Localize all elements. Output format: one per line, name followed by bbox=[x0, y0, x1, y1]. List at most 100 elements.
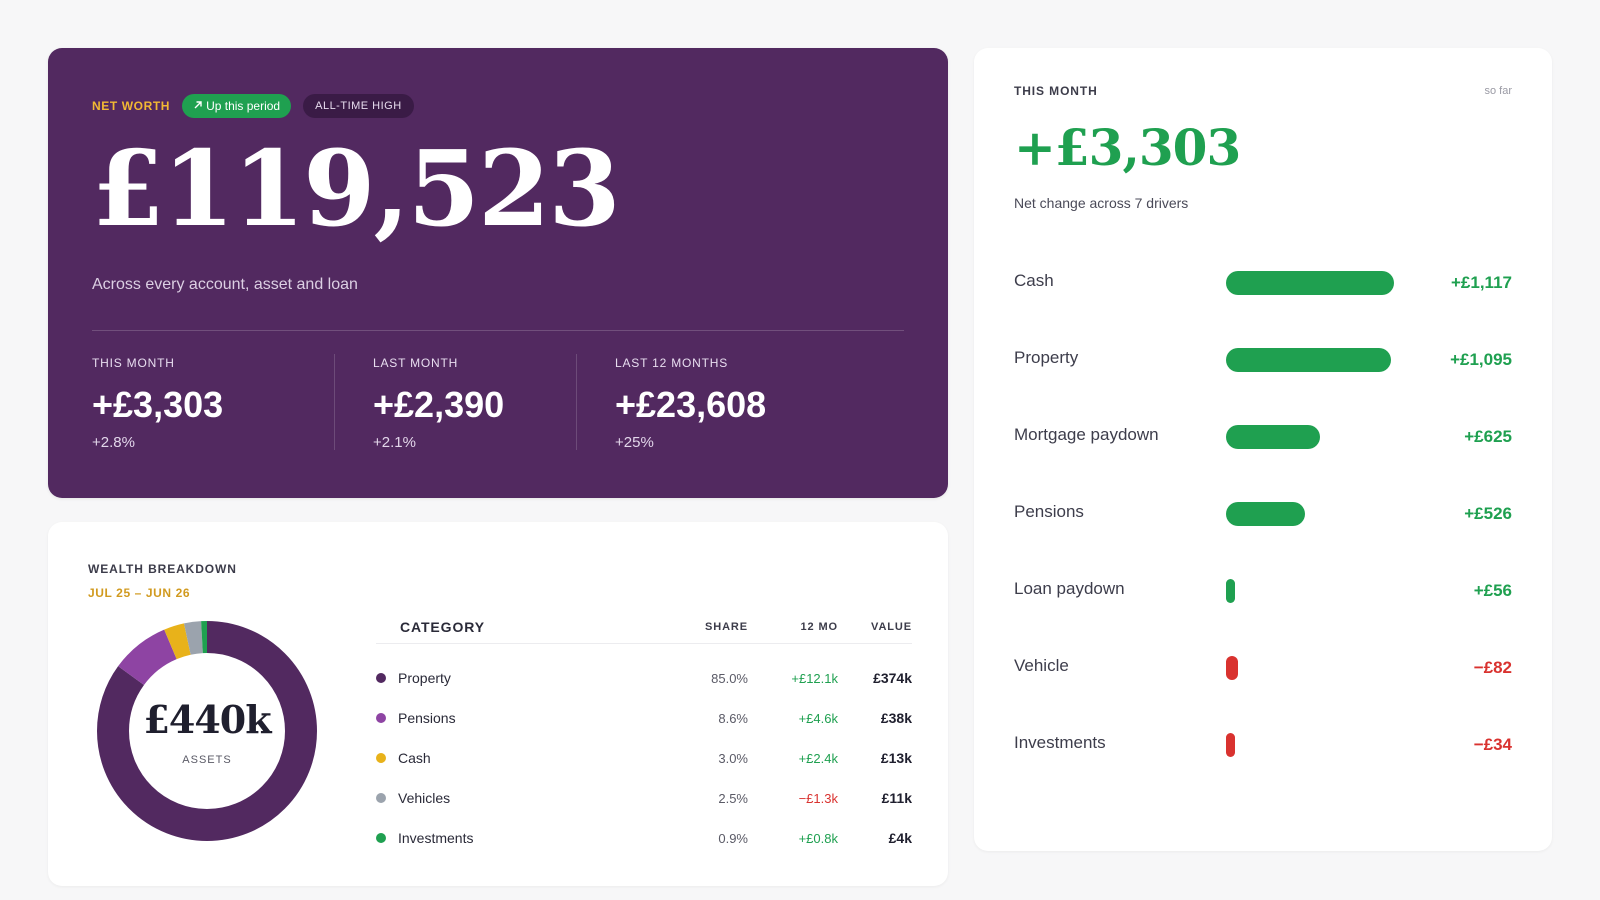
driver-row: Cash +£1,117 bbox=[1014, 250, 1512, 327]
share-cell: 2.5% bbox=[718, 790, 748, 806]
value-cell: £11k bbox=[881, 790, 912, 806]
value-cell: £4k bbox=[888, 830, 912, 846]
all-time-high-badge: ALL-TIME HIGH bbox=[303, 94, 414, 118]
total-assets-label: ASSETS bbox=[182, 753, 232, 766]
twelve-month-cell: +£12.1k bbox=[791, 670, 838, 686]
twelve-month-cell: +£4.6k bbox=[798, 710, 838, 726]
twelve-month-cell: −£1.3k bbox=[798, 790, 838, 806]
wealth-breakdown-card: WEALTH BREAKDOWN JUL 25 – JUN 26 £440k A… bbox=[48, 522, 948, 886]
category-name: Cash bbox=[398, 750, 431, 766]
column-header-value[interactable]: VALUE bbox=[871, 620, 912, 633]
net-worth-subtitle: Across every account, asset and loan bbox=[92, 276, 358, 294]
driver-row: Vehicle −£82 bbox=[1014, 635, 1512, 712]
share-cell: 8.6% bbox=[718, 710, 748, 726]
column-header-share[interactable]: SHARE bbox=[704, 620, 748, 633]
stat-last-month: LAST MONTH +£2,390 +2.1% bbox=[334, 354, 576, 451]
driver-name: Property bbox=[1014, 348, 1079, 367]
driver-row: Loan paydown +£56 bbox=[1014, 558, 1512, 635]
column-header-12mo[interactable]: 12 MO bbox=[800, 620, 838, 633]
driver-name: Mortgage paydown bbox=[1014, 425, 1159, 444]
net-worth-amount: £119,523 bbox=[92, 127, 621, 250]
up-this-period-text: Up this period bbox=[206, 99, 281, 113]
net-worth-card: NET WORTH Up this period ALL-TIME HIGH £… bbox=[48, 48, 948, 498]
table-body: Property 85.0% +£12.1k £374k Pensions 8.… bbox=[376, 658, 912, 858]
category-cell: Pensions bbox=[376, 710, 668, 726]
driver-value: +£526 bbox=[1464, 504, 1512, 523]
net-worth-label: NET WORTH bbox=[92, 99, 171, 113]
driver-bar bbox=[1226, 656, 1238, 680]
twelve-month-cell: +£2.4k bbox=[798, 750, 838, 766]
category-name: Investments bbox=[398, 830, 474, 846]
so-far-note: so far bbox=[1484, 85, 1512, 97]
this-month-card: THIS MONTH so far +£3,303 Net change acr… bbox=[974, 48, 1552, 851]
legend-dot-icon bbox=[376, 793, 386, 803]
legend-dot-icon bbox=[376, 673, 386, 683]
driver-name: Investments bbox=[1014, 733, 1106, 752]
category-cell: Vehicles bbox=[376, 790, 668, 806]
driver-row: Mortgage paydown +£625 bbox=[1014, 404, 1512, 481]
driver-row: Pensions +£526 bbox=[1014, 481, 1512, 558]
stat-label: LAST 12 MONTHS bbox=[615, 356, 729, 370]
stat-value: +£3,303 bbox=[92, 384, 224, 425]
stat-this-month: THIS MONTH +£3,303 +2.8% bbox=[92, 354, 334, 451]
stat-label: THIS MONTH bbox=[92, 356, 175, 370]
twelve-month-cell: +£0.8k bbox=[798, 830, 838, 846]
driver-bar bbox=[1226, 733, 1235, 757]
table-row[interactable]: Property 85.0% +£12.1k £374k bbox=[376, 658, 912, 698]
value-cell: £13k bbox=[880, 750, 912, 766]
table-row[interactable]: Cash 3.0% +£2.4k £13k bbox=[376, 738, 912, 778]
driver-value: −£82 bbox=[1473, 658, 1512, 677]
stat-percent: +25% bbox=[615, 434, 654, 451]
driver-row: Property +£1,095 bbox=[1014, 327, 1512, 404]
arrow-up-right-icon bbox=[193, 99, 203, 113]
value-cell: £38k bbox=[880, 710, 912, 726]
stat-label: LAST MONTH bbox=[373, 356, 459, 370]
legend-dot-icon bbox=[376, 753, 386, 763]
value-cell: £374k bbox=[873, 670, 912, 686]
up-this-period-badge: Up this period bbox=[182, 94, 292, 118]
this-month-label: THIS MONTH bbox=[1014, 84, 1098, 98]
driver-bar bbox=[1226, 425, 1320, 449]
this-month-header: THIS MONTH so far bbox=[1014, 84, 1512, 98]
stat-percent: +2.8% bbox=[92, 434, 135, 451]
donut-segment-investments bbox=[97, 621, 317, 841]
legend-dot-icon bbox=[376, 833, 386, 843]
driver-name: Vehicle bbox=[1014, 656, 1069, 675]
category-name: Vehicles bbox=[398, 790, 451, 806]
driver-row: Investments −£34 bbox=[1014, 712, 1512, 789]
stat-value: +£2,390 bbox=[373, 384, 505, 425]
driver-name: Pensions bbox=[1014, 502, 1084, 521]
stat-last-12-months: LAST 12 MONTHS +£23,608 +25% bbox=[576, 354, 818, 451]
driver-bar bbox=[1226, 271, 1394, 295]
category-cell: Investments bbox=[376, 830, 668, 846]
this-month-subtitle: Net change across 7 drivers bbox=[1014, 195, 1189, 211]
table-row[interactable]: Investments 0.9% +£0.8k £4k bbox=[376, 818, 912, 858]
this-month-amount: +£3,303 bbox=[1014, 118, 1241, 177]
allocation-donut-chart bbox=[97, 621, 317, 841]
share-cell: 3.0% bbox=[718, 750, 748, 766]
drivers-list: Cash +£1,117 Property +£1,095 Mortgage p… bbox=[1014, 250, 1512, 789]
category-name: Pensions bbox=[398, 710, 456, 726]
driver-name: Loan paydown bbox=[1014, 579, 1125, 598]
driver-value: +£56 bbox=[1473, 581, 1512, 600]
legend-dot-icon bbox=[376, 713, 386, 723]
driver-bar bbox=[1226, 579, 1235, 603]
total-assets-value: £440k bbox=[143, 696, 271, 742]
driver-value: −£34 bbox=[1473, 735, 1512, 754]
stat-value: +£23,608 bbox=[615, 384, 767, 425]
table-header: CATEGORY SHARE 12 MO VALUE bbox=[376, 610, 912, 644]
driver-bar bbox=[1226, 348, 1391, 372]
driver-bar bbox=[1226, 502, 1305, 526]
net-worth-tags: NET WORTH Up this period ALL-TIME HIGH bbox=[92, 94, 904, 118]
share-cell: 0.9% bbox=[718, 830, 748, 846]
driver-value: +£1,095 bbox=[1450, 350, 1512, 369]
driver-value: +£625 bbox=[1464, 427, 1512, 446]
table-row[interactable]: Vehicles 2.5% −£1.3k £11k bbox=[376, 778, 912, 818]
date-range: JUL 25 – JUN 26 bbox=[88, 586, 191, 600]
share-cell: 85.0% bbox=[711, 670, 748, 686]
category-cell: Property bbox=[376, 670, 668, 686]
stat-percent: +2.1% bbox=[373, 434, 416, 451]
column-header-category[interactable]: CATEGORY bbox=[400, 618, 485, 635]
table-row[interactable]: Pensions 8.6% +£4.6k £38k bbox=[376, 698, 912, 738]
donut-center: £440k ASSETS bbox=[94, 618, 320, 844]
